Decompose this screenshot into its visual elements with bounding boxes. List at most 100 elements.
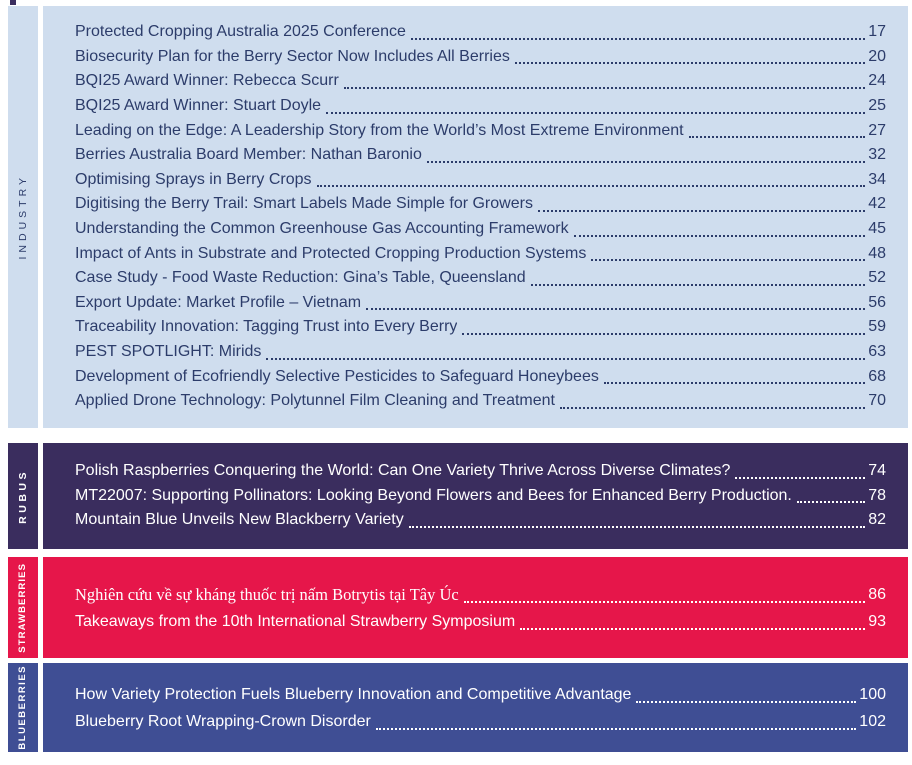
entry-title: BQI25 Award Winner: Rebecca Scurr	[75, 72, 339, 90]
page-number: 86	[868, 585, 886, 603]
toc-entry[interactable]: Blueberry Root Wrapping-Crown Disorder 10…	[75, 708, 886, 735]
section-industry: INDUSTRY Protected Cropping Australia 20…	[0, 6, 912, 428]
page-number: 34	[868, 170, 886, 188]
entry-title: Development of Ecofriendly Selective Pes…	[75, 367, 599, 385]
dotted-leader	[375, 727, 857, 730]
toc-entry[interactable]: Berries Australia Board Member: Nathan B…	[75, 143, 886, 168]
dotted-leader	[408, 525, 866, 528]
entry-title: Leading on the Edge: A Leadership Story …	[75, 121, 684, 139]
page-number: 27	[868, 121, 886, 139]
toc-entry[interactable]: Applied Drone Technology: Polytunnel Fil…	[75, 389, 886, 414]
entry-title: Polish Raspberries Conquering the World:…	[75, 462, 731, 480]
page-number: 93	[868, 612, 886, 630]
page-number: 32	[868, 146, 886, 164]
section-label: INDUSTRY	[16, 174, 29, 260]
page-number: 70	[868, 392, 886, 410]
entry-title: Takeaways from the 10th International St…	[75, 612, 516, 630]
page-number: 78	[868, 486, 886, 504]
section-label-strip-blueberries: BLUEBERRIES	[8, 663, 38, 752]
toc-entry[interactable]: Leading on the Edge: A Leadership Story …	[75, 119, 886, 144]
dotted-leader	[326, 111, 866, 114]
toc-entry[interactable]: MT22007: Supporting Pollinators: Looking…	[75, 484, 886, 509]
page-number: 17	[868, 23, 886, 41]
dotted-leader	[366, 308, 866, 311]
section-entry-list-strawberries: Nghiên cứu về sự kháng thuốc trị nấm Bot…	[43, 557, 908, 658]
dotted-leader	[462, 332, 866, 335]
toc-entry[interactable]: PEST SPOTLIGHT: Mirids 63	[75, 340, 886, 365]
page-edge-artifact	[10, 0, 16, 5]
section-label: BLUEBERRIES	[17, 665, 29, 750]
toc-entry[interactable]: Mountain Blue Unveils New Blackberry Var…	[75, 508, 886, 533]
page-number: 100	[859, 685, 886, 703]
dotted-leader	[603, 382, 866, 385]
page-number: 42	[868, 195, 886, 213]
section-label: STRAWBERRIES	[17, 562, 29, 653]
entry-title: Case Study - Food Waste Reduction: Gina’…	[75, 269, 526, 287]
entry-title: How Variety Protection Fuels Blueberry I…	[75, 685, 632, 703]
entry-title: Blueberry Root Wrapping-Crown Disorder	[75, 712, 371, 730]
dotted-leader	[520, 627, 866, 630]
toc-entry[interactable]: Export Update: Market Profile – Vietnam 5…	[75, 291, 886, 316]
section-strawberries: STRAWBERRIES Nghiên cứu về sự kháng thuố…	[0, 557, 912, 658]
toc-entry[interactable]: Case Study - Food Waste Reduction: Gina’…	[75, 266, 886, 291]
toc-entry[interactable]: Polish Raspberries Conquering the World:…	[75, 459, 886, 484]
dotted-leader	[688, 136, 866, 139]
page-number: 82	[868, 511, 886, 529]
dotted-leader	[573, 234, 866, 237]
toc-entry[interactable]: Impact of Ants in Substrate and Protecte…	[75, 242, 886, 267]
entry-title: Optimising Sprays in Berry Crops	[75, 170, 312, 188]
section-entry-list-blueberries: How Variety Protection Fuels Blueberry I…	[43, 663, 908, 752]
toc-entry[interactable]: Understanding the Common Greenhouse Gas …	[75, 217, 886, 242]
dotted-leader	[537, 210, 866, 212]
page-number: 52	[868, 269, 886, 287]
entry-title: Applied Drone Technology: Polytunnel Fil…	[75, 392, 555, 410]
page-number: 48	[868, 244, 886, 262]
entry-title: BQI25 Award Winner: Stuart Doyle	[75, 97, 322, 115]
entry-title: Biosecurity Plan for the Berry Sector No…	[75, 47, 510, 65]
dotted-leader	[530, 283, 866, 286]
dotted-leader	[463, 600, 866, 603]
entry-title: PEST SPOTLIGHT: Mirids	[75, 342, 262, 360]
toc-entry[interactable]: Optimising Sprays in Berry Crops 34	[75, 168, 886, 193]
section-blueberries: BLUEBERRIES How Variety Protection Fuels…	[0, 663, 912, 752]
dotted-leader	[514, 62, 866, 65]
dotted-leader	[636, 700, 857, 703]
entry-title: Traceability Innovation: Tagging Trust i…	[75, 318, 458, 336]
toc-entry[interactable]: Protected Cropping Australia 2025 Confer…	[75, 20, 886, 45]
entry-title: Nghiên cứu về sự kháng thuốc trị nấm Bot…	[75, 584, 459, 604]
dotted-leader	[266, 357, 866, 360]
section-label-strip-strawberries: STRAWBERRIES	[8, 557, 38, 658]
toc-entry[interactable]: Takeaways from the 10th International St…	[75, 608, 886, 635]
toc-entry[interactable]: BQI25 Award Winner: Rebecca Scurr 24	[75, 69, 886, 94]
entry-title: Export Update: Market Profile – Vietnam	[75, 293, 362, 311]
toc-entry[interactable]: Digitising the Berry Trail: Smart Labels…	[75, 192, 886, 217]
section-entry-list-industry: Protected Cropping Australia 2025 Confer…	[43, 6, 908, 428]
entry-title: Digitising the Berry Trail: Smart Labels…	[75, 195, 533, 213]
dotted-leader	[735, 476, 866, 479]
toc-entry[interactable]: Biosecurity Plan for the Berry Sector No…	[75, 45, 886, 70]
section-label-strip-rubus: RUBUS	[8, 443, 38, 549]
page-number: 25	[868, 97, 886, 115]
toc-entry[interactable]: BQI25 Award Winner: Stuart Doyle 25	[75, 94, 886, 119]
page-number: 56	[868, 293, 886, 311]
page-number: 24	[868, 72, 886, 90]
page-number: 59	[868, 318, 886, 336]
toc-entry[interactable]: Traceability Innovation: Tagging Trust i…	[75, 315, 886, 340]
page-number: 68	[868, 367, 886, 385]
toc-entry[interactable]: How Variety Protection Fuels Blueberry I…	[75, 681, 886, 708]
dotted-leader	[559, 406, 866, 409]
section-label: RUBUS	[16, 468, 29, 524]
page-number: 45	[868, 220, 886, 237]
page-number: 63	[868, 342, 886, 360]
dotted-leader	[343, 87, 866, 90]
dotted-leader	[591, 259, 866, 262]
toc-entry[interactable]: Development of Ecofriendly Selective Pes…	[75, 365, 886, 390]
entry-title: Berries Australia Board Member: Nathan B…	[75, 146, 422, 164]
page-number: 20	[868, 47, 886, 65]
dotted-leader	[316, 185, 866, 188]
entry-title: Impact of Ants in Substrate and Protecte…	[75, 244, 587, 262]
entry-title: Mountain Blue Unveils New Blackberry Var…	[75, 511, 404, 529]
dotted-leader	[796, 501, 866, 504]
toc-entry[interactable]: Nghiên cứu về sự kháng thuốc trị nấm Bot…	[75, 581, 886, 608]
page-number: 102	[859, 712, 886, 730]
